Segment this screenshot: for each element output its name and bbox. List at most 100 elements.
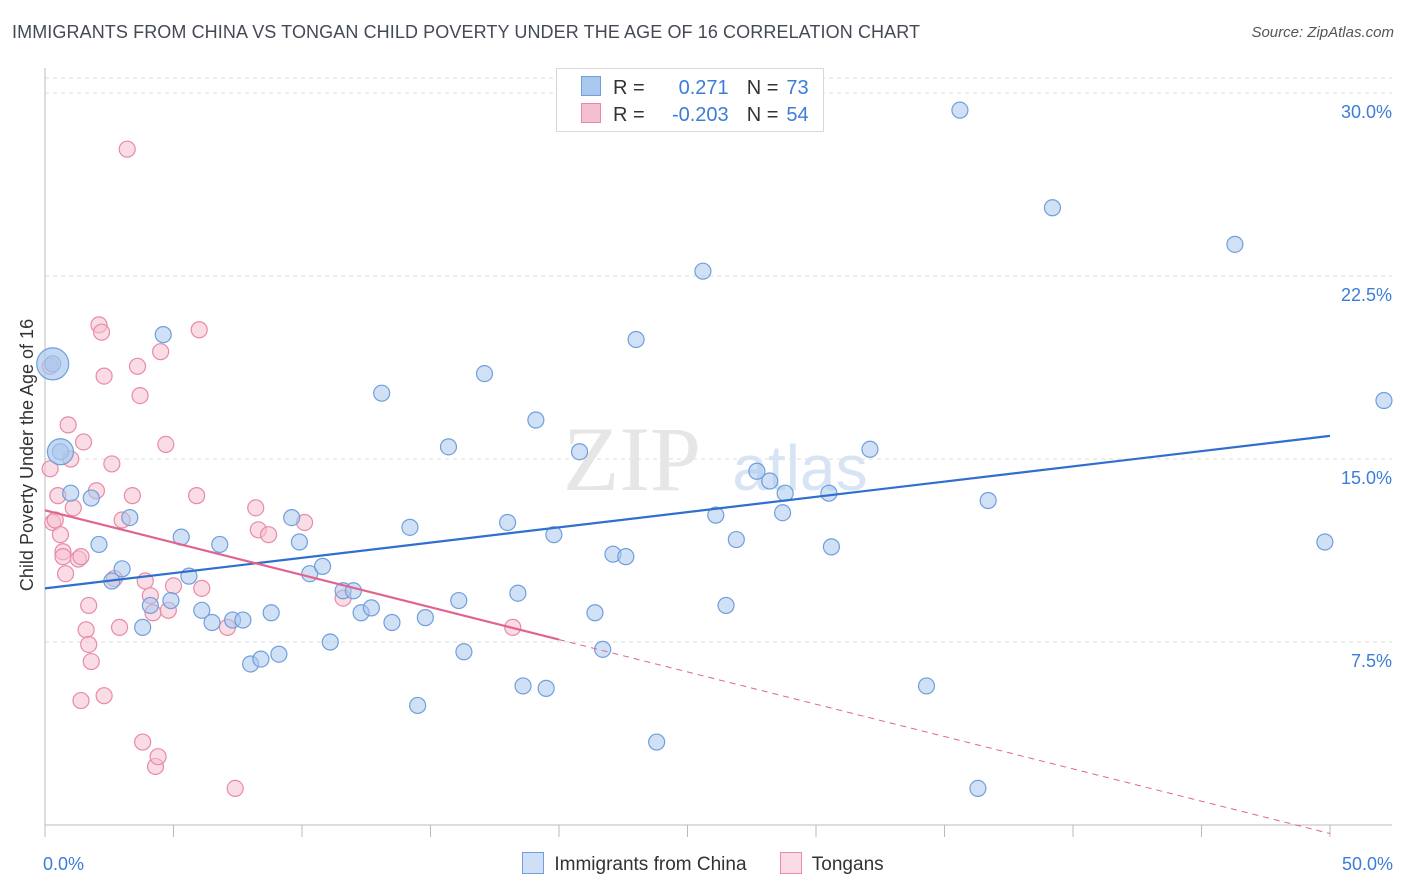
tongan-point [59, 416, 77, 434]
china-point [321, 633, 339, 651]
tongan-point [118, 140, 136, 158]
china-point [234, 611, 252, 629]
china-swatch [581, 76, 601, 96]
tongan-point [123, 487, 141, 505]
china-point [586, 604, 604, 622]
china-point-large [36, 347, 70, 381]
china-point [90, 535, 108, 554]
tongan-point [95, 367, 113, 385]
china-point [475, 365, 494, 383]
china-point-large [46, 438, 75, 466]
legend-n-value: 73 [786, 77, 809, 99]
legend-row-tongans: R = -0.203 N = 54 [581, 103, 809, 127]
china-point [62, 484, 80, 502]
tongan-point [80, 596, 98, 615]
china-point [383, 613, 401, 632]
china-point [499, 513, 517, 532]
series-legend: Immigrants from China Tongans [0, 852, 1406, 876]
china-point [979, 491, 997, 510]
watermark-zip: ZIP [563, 408, 701, 510]
china-point [617, 548, 635, 566]
tongan-point [51, 526, 70, 544]
tongan-point [149, 748, 167, 766]
tongan-point [64, 499, 82, 517]
china-point [211, 535, 229, 554]
china-point [514, 677, 532, 695]
china-point [252, 650, 270, 668]
source-label: Source: ZipAtlas.com [1251, 24, 1394, 41]
legend-r-value: -0.203 [671, 104, 729, 126]
tongan-point [74, 433, 93, 451]
tongan-point [164, 577, 183, 595]
tongans-legend-swatch [779, 852, 802, 874]
legend-row-china: R = 0.271 N = 73 [581, 76, 809, 100]
china-point [537, 679, 555, 697]
legend-item-label: Tongans [811, 854, 884, 875]
tongan-point [259, 526, 278, 544]
china-point [773, 504, 792, 522]
china-point [262, 604, 280, 622]
china-point [455, 643, 473, 661]
china-point [527, 411, 545, 429]
china-point [969, 779, 987, 798]
china-point [1316, 533, 1334, 551]
tongan-point [152, 343, 170, 361]
china-point [761, 472, 779, 490]
tongan-point [82, 652, 100, 671]
china-point [727, 530, 745, 549]
tongan-point [72, 691, 90, 710]
scatter-points [36, 101, 1393, 798]
china-point [1375, 391, 1393, 410]
china-point [717, 596, 735, 615]
china-point [1043, 199, 1062, 217]
china-point [1226, 235, 1244, 253]
china-point [627, 330, 645, 349]
china-point [822, 538, 841, 556]
y-tick-label: 22.5% [1341, 285, 1392, 305]
chart-title: IMMIGRANTS FROM CHINA VS TONGAN CHILD PO… [12, 22, 921, 42]
gridlines [45, 77, 1392, 643]
legend-item-tongans[interactable]: Tongans [779, 852, 884, 876]
tongan-point [72, 548, 90, 566]
tongan-point [157, 435, 175, 454]
china-point [203, 613, 221, 632]
tongan-point [110, 618, 129, 636]
china-point [113, 560, 131, 578]
axes [44, 68, 1392, 837]
china-point [134, 618, 152, 636]
legend-r-label: R = [613, 77, 645, 99]
tick-labels: 7.5% 15.0% 22.5% 30.0% 0.0% 50.0% [43, 102, 1393, 874]
legend-item-china[interactable]: Immigrants from China [522, 852, 747, 876]
china-point [594, 640, 612, 658]
tongan-point [193, 579, 211, 597]
china-point [121, 508, 139, 527]
china-point [141, 596, 159, 615]
china-point [154, 326, 172, 344]
china-point [313, 557, 332, 575]
china-point [416, 609, 434, 627]
tongan-point [95, 687, 113, 705]
stats-legend: R = 0.271 N = 73 R = -0.203 N = 54 [556, 68, 824, 132]
legend-n-label: N = [746, 104, 779, 126]
china-point [162, 591, 180, 610]
tongan-point [54, 548, 72, 566]
x-tick-label: 50.0% [1342, 854, 1393, 874]
y-tick-label: 7.5% [1351, 651, 1392, 671]
tongan-point [247, 499, 265, 517]
china-point [409, 696, 427, 715]
y-tick-label: 15.0% [1341, 468, 1392, 488]
china-point [344, 582, 362, 600]
china-point [570, 443, 589, 461]
china-point [820, 484, 838, 502]
china-point [283, 508, 301, 527]
tongan-point [103, 455, 121, 473]
tongan-point [188, 487, 206, 505]
tongan-point [56, 565, 75, 583]
china-point [373, 384, 391, 402]
china-point [707, 506, 725, 524]
x-tick-label: 0.0% [43, 854, 84, 874]
tongan-point [226, 779, 244, 798]
y-tick-label: 30.0% [1341, 102, 1392, 122]
china-point [439, 438, 458, 456]
